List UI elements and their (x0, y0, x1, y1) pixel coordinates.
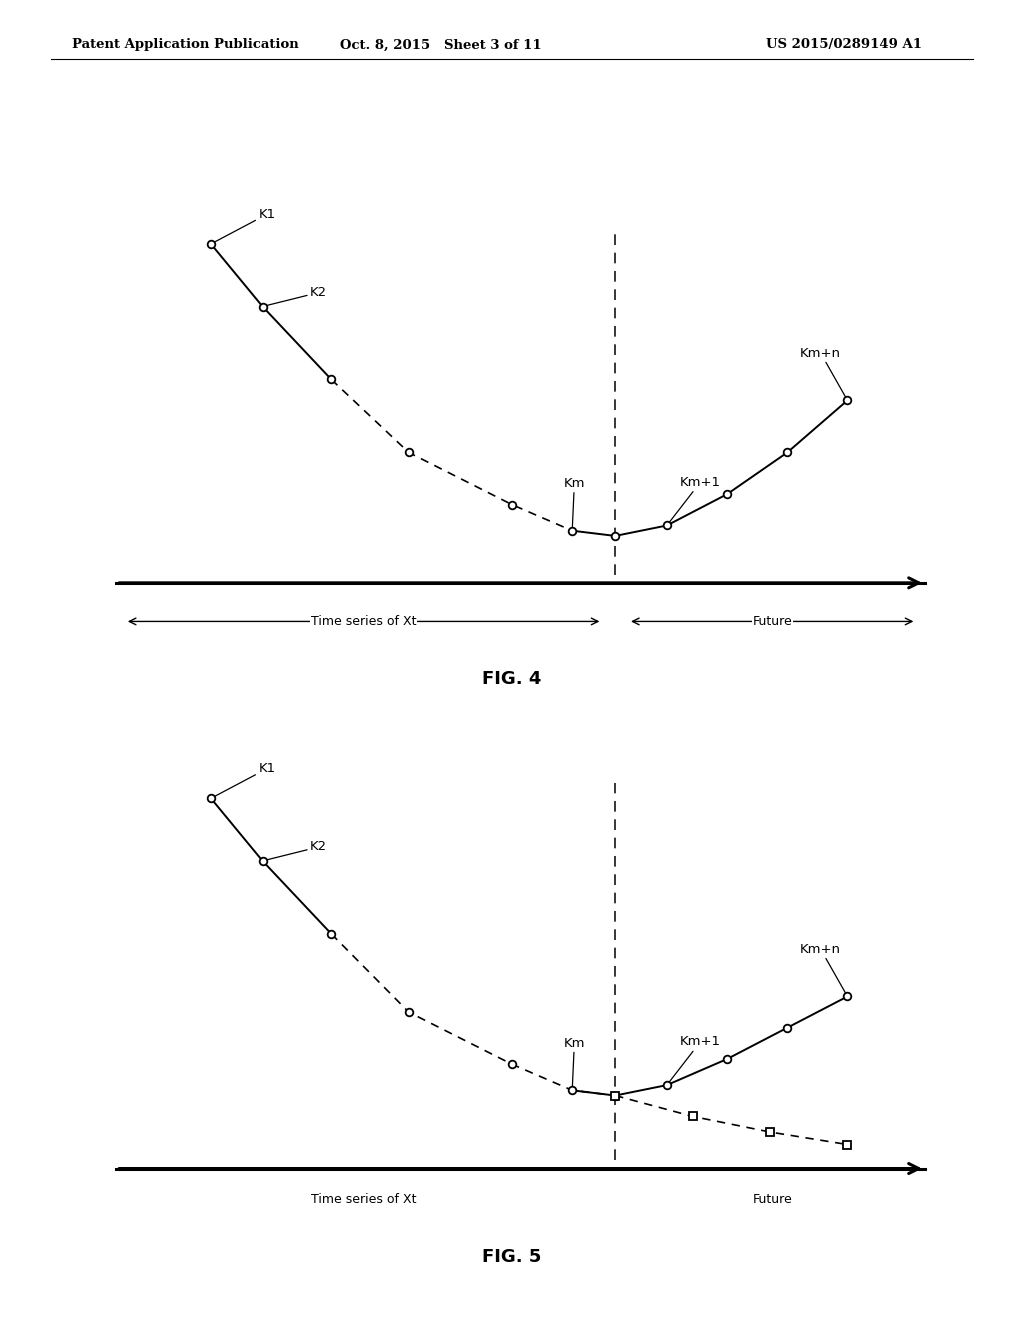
Text: Time series of Xt: Time series of Xt (311, 615, 417, 628)
Text: Km+1: Km+1 (670, 477, 721, 523)
Text: Km+n: Km+n (800, 347, 846, 397)
Text: K2: K2 (266, 841, 327, 859)
Text: FIG. 5: FIG. 5 (482, 1249, 542, 1266)
Text: Time series of Xt: Time series of Xt (311, 1193, 417, 1206)
Text: Patent Application Publication: Patent Application Publication (72, 38, 298, 51)
Text: K1: K1 (215, 207, 275, 242)
Text: Future: Future (753, 615, 793, 628)
Text: K2: K2 (266, 286, 327, 305)
Text: K1: K1 (215, 762, 275, 796)
Text: Km: Km (563, 1036, 585, 1086)
Text: Oct. 8, 2015   Sheet 3 of 11: Oct. 8, 2015 Sheet 3 of 11 (340, 38, 541, 51)
Text: Km+1: Km+1 (670, 1035, 721, 1082)
Text: Km: Km (563, 477, 585, 527)
Text: Km+n: Km+n (800, 942, 846, 993)
Text: US 2015/0289149 A1: US 2015/0289149 A1 (766, 38, 922, 51)
Text: Future: Future (753, 1193, 793, 1206)
Text: FIG. 4: FIG. 4 (482, 669, 542, 688)
